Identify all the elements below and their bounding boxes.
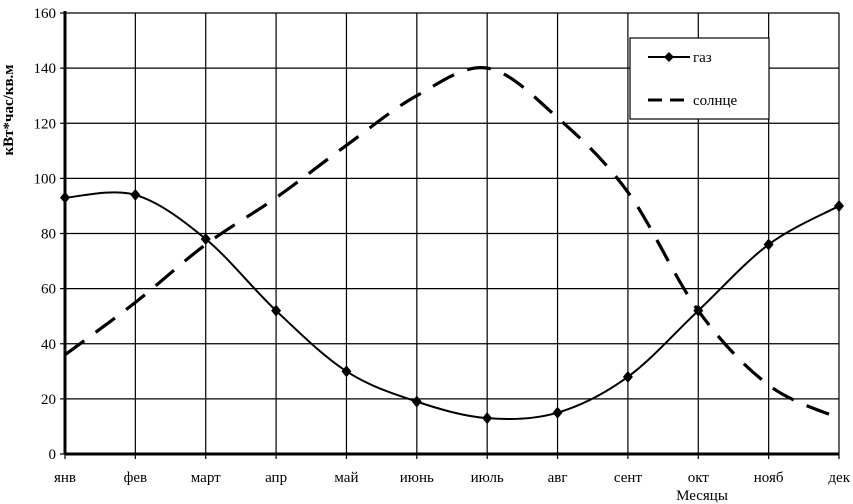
x-tick-label: март (191, 470, 221, 486)
x-axis-label: Месяцы (676, 488, 728, 504)
data-point-gas (60, 191, 70, 204)
data-point-gas (271, 304, 282, 317)
y-tick-label: 20 (41, 392, 56, 408)
y-tick-label: 120 (34, 116, 57, 132)
series-group (60, 66, 844, 425)
data-point-gas (622, 370, 633, 383)
y-tick-label: 40 (41, 337, 56, 353)
y-tick-label: 140 (34, 61, 57, 77)
data-point-gas (552, 406, 563, 419)
data-point-gas (130, 188, 141, 201)
data-point-gas (341, 365, 352, 378)
legend-box (629, 37, 770, 120)
y-tick-labels: 0 20 40 60 80 100 120 140 160 (34, 6, 57, 463)
y-tick-label: 0 (49, 447, 57, 463)
x-tick-label: апр (265, 470, 287, 486)
y-tick-label: 80 (41, 227, 56, 243)
x-tick-label: янв (54, 470, 76, 486)
x-tick-label: дек (828, 470, 850, 486)
data-point-gas (763, 238, 774, 251)
legend-label-sun: солнце (693, 93, 738, 109)
legend-label-gas: газ (693, 50, 712, 66)
legend-marker-gas (664, 52, 674, 62)
x-tick-label: окт (688, 470, 710, 486)
x-tick-label: сент (614, 470, 643, 486)
y-axis-label: кВт*час/кв.м (1, 64, 17, 155)
grid-lines (65, 12, 840, 454)
y-tick-label: 100 (34, 171, 57, 187)
data-point-gas (200, 233, 211, 246)
x-tick-label: июль (471, 470, 504, 486)
x-tick-label: авг (548, 470, 568, 486)
y-tick-label: 160 (34, 6, 57, 22)
x-tick-labels: янв фев март апр май июнь июль авг сент окт нояб де… (54, 470, 851, 486)
x-tick-label: фев (124, 470, 147, 486)
data-point-gas (482, 412, 493, 425)
data-point-gas (411, 395, 422, 408)
x-tick-label: июнь (400, 470, 434, 486)
y-tick-label: 60 (41, 282, 56, 298)
series-line-gas (64, 191, 840, 421)
legend: газ солнце (629, 37, 770, 120)
axes (60, 11, 840, 459)
x-tick-label: нояб (754, 470, 784, 486)
x-tick-label: май (334, 470, 358, 486)
series-line-sun (64, 66, 840, 420)
data-point-gas (834, 199, 844, 212)
